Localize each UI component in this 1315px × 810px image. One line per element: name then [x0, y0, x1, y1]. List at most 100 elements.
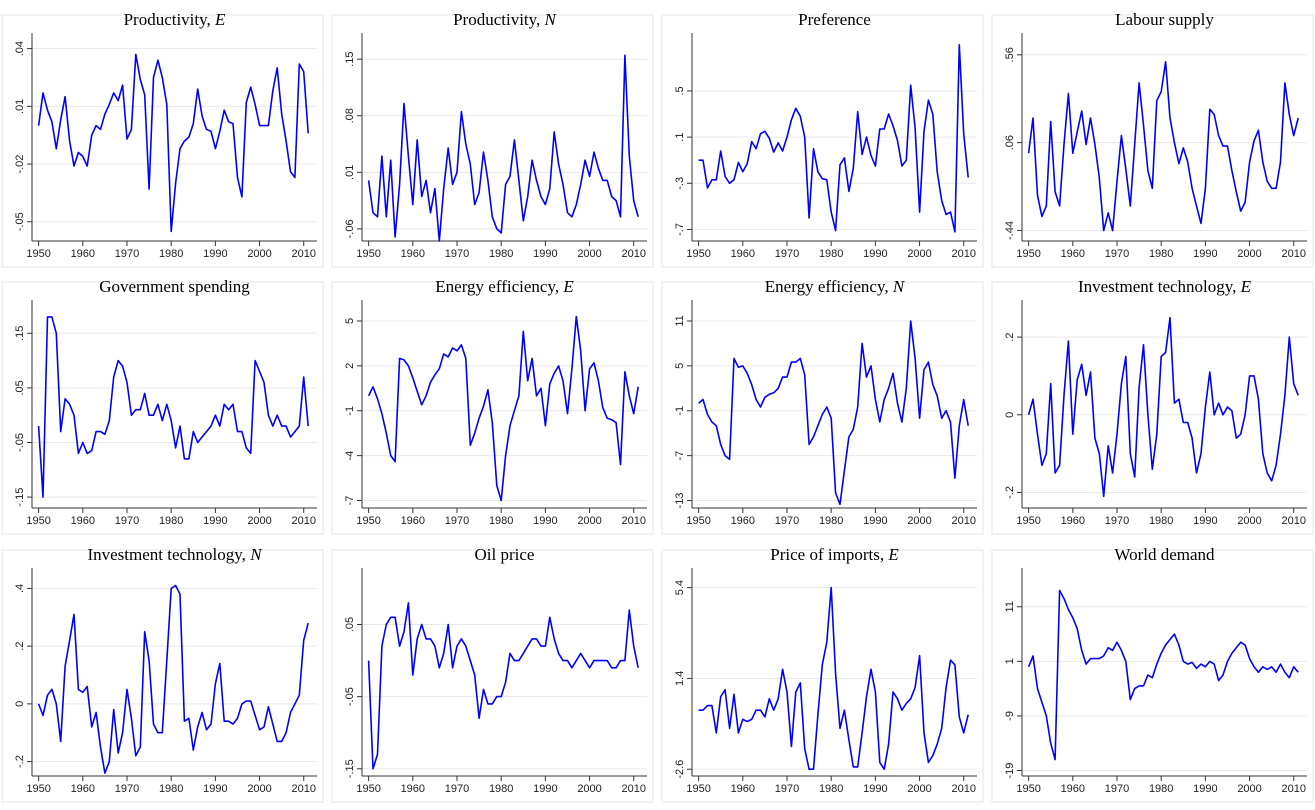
x-tick-label: 1970	[1105, 783, 1129, 795]
y-tick-label: 1	[1004, 658, 1016, 664]
y-tick-label: 0	[14, 701, 26, 707]
x-tick-label: 1990	[533, 783, 557, 795]
y-tick-label: -.05	[344, 687, 356, 706]
x-tick-label: 1980	[159, 248, 183, 260]
x-tick-label: 1970	[775, 248, 799, 260]
title-italic: N	[249, 545, 263, 564]
x-tick-label: 1950	[1016, 783, 1040, 795]
y-tick-label: .04	[14, 41, 26, 56]
x-tick-label: 1950	[356, 515, 380, 527]
y-tick-label: .5	[674, 86, 686, 95]
y-tick-label: -.2	[1004, 486, 1016, 499]
y-tick-label: .05	[344, 617, 356, 632]
title-italic: E	[1240, 277, 1252, 296]
panel-title: Productivity, N	[453, 10, 557, 29]
y-tick-label: 5	[344, 318, 356, 324]
x-tick-label: 1950	[1016, 515, 1040, 527]
x-tick-label: 1980	[489, 248, 513, 260]
x-tick-label: 2010	[622, 248, 646, 260]
series-line	[37, 53, 309, 233]
x-tick-label: 1960	[401, 515, 425, 527]
panel: Energy efficiency, N -13 -7 -1 5 11 1950 1960 19…	[661, 277, 984, 535]
y-tick-label: -1	[674, 406, 686, 416]
series-line	[698, 320, 969, 506]
title-italic: E	[214, 10, 226, 29]
y-tick-label: .2	[1004, 332, 1016, 341]
y-tick-label: -4	[344, 451, 356, 461]
x-tick-label: 1960	[401, 783, 425, 795]
panel-border	[991, 549, 1314, 803]
y-tick-label: -7	[674, 451, 686, 461]
panel: Oil price -.15 -.05 .05 1950 1960 1970 1980 1990…	[331, 545, 654, 803]
y-tick-label: -9	[1004, 711, 1016, 721]
panel: Labour supply -.44 .06 .56 1950 1960 1970 1980 1…	[991, 10, 1314, 268]
x-tick-label: 2000	[247, 783, 271, 795]
x-tick-label: 1960	[1061, 515, 1085, 527]
y-tick-label: -2.6	[674, 760, 686, 779]
x-tick-label: 2000	[1237, 248, 1261, 260]
title-italic: N	[544, 10, 558, 29]
x-tick-label: 1970	[115, 783, 139, 795]
x-tick-label: 2000	[907, 248, 931, 260]
series-line	[1027, 316, 1299, 498]
x-tick-label: 2010	[1282, 248, 1306, 260]
x-tick-label: 1980	[159, 515, 183, 527]
panel-title: Energy efficiency, N	[765, 277, 906, 296]
panel-border	[331, 281, 654, 535]
series-line	[698, 586, 969, 770]
y-tick-label: -.44	[1004, 221, 1016, 240]
x-tick-label: 1980	[819, 248, 843, 260]
panel-title: Preference	[798, 10, 871, 29]
y-tick-label: 11	[674, 315, 686, 326]
x-tick-label: 1990	[863, 783, 887, 795]
x-tick-label: 2000	[247, 248, 271, 260]
series-line	[1027, 589, 1299, 761]
x-tick-label: 2010	[952, 783, 976, 795]
panel: Price of imports, E -2.6 1.4 5.4 1950 1960 197…	[661, 545, 984, 803]
y-tick-label: 2	[344, 363, 356, 369]
y-tick-label: .06	[1004, 135, 1016, 150]
x-tick-label: 2010	[952, 515, 976, 527]
x-tick-label: 2000	[1237, 515, 1261, 527]
panel-border	[661, 281, 984, 535]
x-tick-label: 2010	[1282, 515, 1306, 527]
title-italic: E	[887, 545, 899, 564]
panel: Preference -.7 -.3 .1 .5 1950 1960 1970 1980 1990…	[661, 10, 984, 268]
x-tick-label: 1960	[731, 248, 755, 260]
x-tick-label: 1970	[775, 783, 799, 795]
y-tick-label: -1	[344, 406, 356, 416]
x-tick-label: 1950	[686, 515, 710, 527]
x-tick-label: 2000	[577, 248, 601, 260]
x-tick-label: 1950	[356, 248, 380, 260]
x-tick-label: 2010	[622, 783, 646, 795]
x-tick-label: 1980	[1149, 515, 1173, 527]
x-tick-label: 1990	[203, 248, 227, 260]
x-tick-label: 2000	[247, 515, 271, 527]
x-tick-label: 1950	[26, 248, 50, 260]
panel: Energy efficiency, E -7 -4 -1 2 5 1950 1960 1970…	[331, 277, 654, 535]
y-tick-label: .01	[14, 99, 26, 114]
x-tick-label: 1970	[445, 783, 469, 795]
y-tick-label: 5	[674, 363, 686, 369]
y-tick-label: .08	[344, 108, 356, 123]
y-tick-label: 11	[1004, 601, 1016, 612]
series-line	[367, 315, 639, 502]
panel: Productivity, N -.06 .01 .08 .15 1950 1960 1970…	[331, 10, 654, 268]
y-tick-label: -.02	[14, 155, 26, 174]
x-tick-label: 1950	[686, 783, 710, 795]
x-tick-label: 1960	[731, 515, 755, 527]
x-tick-label: 1990	[1193, 783, 1217, 795]
series-line	[367, 602, 639, 770]
x-tick-label: 1990	[863, 248, 887, 260]
title-italic: E	[562, 277, 574, 296]
y-tick-label: -19	[1004, 763, 1016, 779]
series-line	[37, 584, 309, 774]
y-tick-label: -.15	[344, 759, 356, 778]
y-tick-label: .4	[14, 584, 26, 593]
panel-title: Oil price	[475, 545, 535, 564]
title-italic: N	[892, 277, 906, 296]
series-line	[37, 316, 309, 498]
y-tick-label: .2	[14, 642, 26, 651]
